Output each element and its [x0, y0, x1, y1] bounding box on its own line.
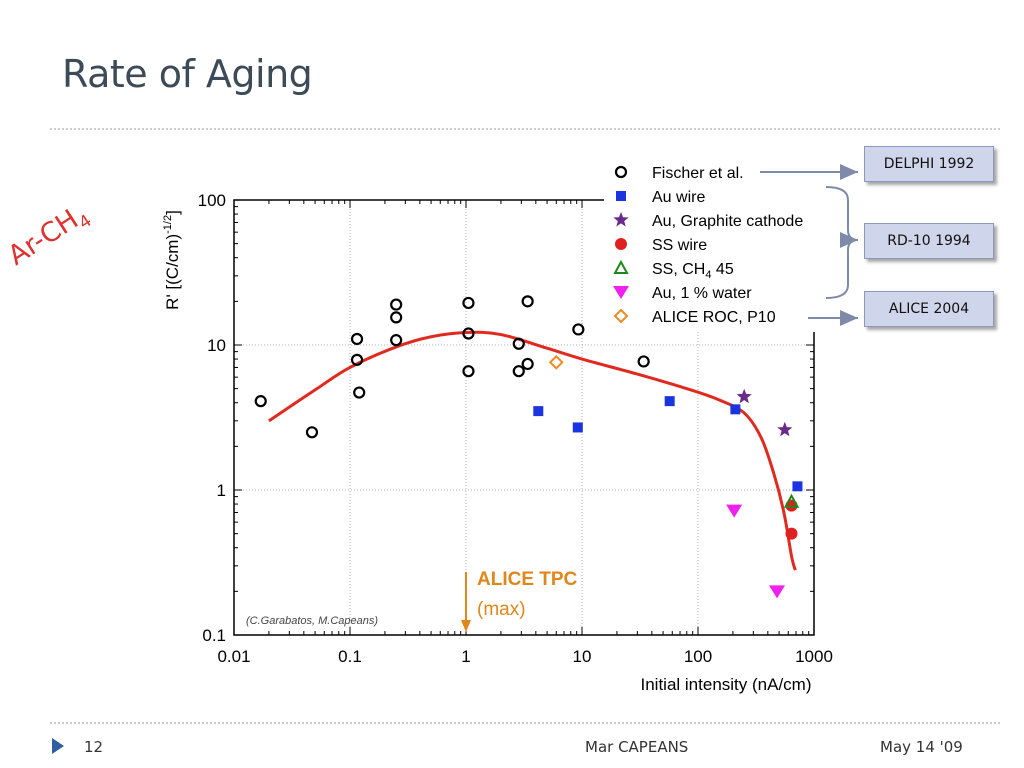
y-tick-label: 1 [217, 481, 226, 500]
data-point [785, 527, 798, 540]
data-point [769, 585, 786, 599]
data-point [462, 296, 475, 310]
fit-curve [268, 330, 797, 571]
x-tick-label: 10 [573, 647, 592, 666]
x-tick-label: 0.1 [338, 647, 362, 666]
data-point [777, 421, 793, 437]
legend-label: Au, 1 % water [652, 285, 752, 302]
legend-label: ALICE ROC, P10 [652, 309, 776, 326]
legend-marker [616, 191, 626, 201]
x-tick-label: 1 [461, 647, 470, 666]
x-axis-title: Initial intensity (nA/cm) [641, 675, 812, 694]
data-point [783, 493, 800, 508]
data-point [533, 406, 544, 417]
legend-box [604, 160, 836, 332]
footer-author: Mar CAPEANS [585, 738, 689, 756]
y-tick-label: 100 [198, 191, 226, 210]
legend-label-subscript: 4 [705, 269, 711, 281]
y-axis-title-main: R' [(C/cm) [163, 234, 182, 310]
data-point [664, 396, 675, 407]
title-divider [50, 128, 1000, 130]
data-point [637, 355, 650, 368]
data-point [736, 388, 752, 404]
x-tick-label: 0.01 [217, 647, 250, 666]
legend-label-text: Au, Graphite cathode [652, 213, 803, 230]
legend-marker [613, 308, 629, 324]
footer-triangle-icon [52, 738, 64, 754]
data-point [792, 481, 803, 492]
alice-tpc-max-label: (max) [477, 599, 526, 620]
legend-marker [613, 286, 629, 299]
page-title: Rate of Aging [62, 52, 313, 96]
data-point [462, 365, 475, 378]
y-axis-title-exponent: -1/2 [162, 215, 174, 234]
legend-marker [613, 212, 629, 227]
alice-tpc-label: ALICE TPC [477, 569, 578, 590]
data-point [512, 337, 525, 350]
y-axis-title-end: ] [163, 210, 182, 215]
legend-label-text: SS, CH [652, 261, 705, 278]
data-point [390, 298, 403, 311]
x-tick-label: 100 [684, 647, 712, 666]
data-point [521, 357, 534, 371]
footer-page-number: 12 [84, 738, 104, 756]
data-point [521, 295, 534, 308]
x-tick-label: 1000 [795, 647, 833, 666]
data-point [350, 353, 364, 366]
y-axis-title: R' [(C/cm)-1/2] [162, 210, 182, 310]
legend-label-text: Fischer et al. [652, 165, 744, 182]
data-point [390, 311, 403, 324]
data-point [390, 334, 403, 347]
data-point [254, 395, 267, 408]
data-point [726, 504, 743, 518]
y-tick-label: 10 [207, 336, 226, 355]
credit-text: (C.Garabatos, M.Capeans) [246, 615, 378, 627]
callout-alice: ALICE 2004 [864, 291, 994, 327]
data-point [353, 386, 366, 399]
legend-label: SS wire [652, 237, 707, 254]
data-point [462, 327, 475, 340]
legend-label: Au, Graphite cathode [652, 213, 803, 230]
legend-marker [615, 238, 627, 250]
legend-label-text: Au wire [652, 189, 705, 206]
legend-label-text: Au, 1 % water [652, 285, 752, 302]
callout-delphi: DELPHI 1992 [864, 146, 994, 182]
callout-rd10: RD-10 1994 [864, 223, 994, 259]
legend-label: Au wire [652, 189, 705, 206]
legend-label-text: ALICE ROC, P10 [652, 309, 776, 326]
data-point [305, 426, 319, 439]
y-tick-label: 0.1 [202, 626, 226, 645]
alice-tpc-arrowhead [461, 620, 471, 632]
legend-label-text: SS wire [652, 237, 707, 254]
data-point [512, 365, 525, 378]
legend-marker [613, 259, 629, 274]
legend-label: SS, CH4 45 [652, 261, 734, 281]
legend-label-tail: 45 [711, 261, 733, 278]
footer-divider [50, 722, 1000, 724]
data-point [548, 354, 564, 370]
data-point [350, 332, 364, 346]
footer-date: May 14 '09 [880, 738, 963, 756]
data-point [730, 404, 741, 415]
data-point [572, 422, 583, 433]
plot-frame [233, 199, 815, 636]
legend-label: Fischer et al. [652, 165, 744, 182]
legend-marker [614, 165, 628, 179]
data-point [572, 323, 585, 336]
